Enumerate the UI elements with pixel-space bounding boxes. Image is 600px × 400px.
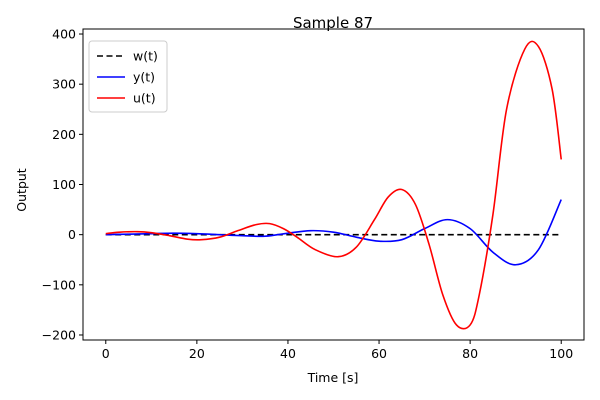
x-tick-label: 100 — [549, 346, 573, 361]
series-layer — [105, 40, 563, 330]
y-tick-label: −100 — [42, 277, 76, 292]
x-tick-label: 40 — [280, 346, 296, 361]
legend: w(t) y(t) u(t) — [88, 40, 168, 113]
x-tick-label: 0 — [102, 346, 110, 361]
y-tick-label: 0 — [68, 227, 76, 242]
y-tick-label: 400 — [52, 27, 76, 42]
y-tick-label: 200 — [52, 127, 76, 142]
x-tick-label: 60 — [371, 346, 387, 361]
y-tick-label: −200 — [42, 327, 76, 342]
legend-label-0: w(t) — [133, 49, 158, 64]
y-axis-label: Output — [14, 168, 29, 212]
series-line-2 — [105, 40, 563, 330]
axis-ticks: 0 20 40 60 80 100 −200 −100 0 100 200 300 400 — [42, 27, 574, 361]
series-line-1 — [105, 199, 562, 266]
legend-label-2: u(t) — [133, 91, 156, 106]
y-tick-label: 100 — [52, 177, 76, 192]
x-axis-label: Time [s] — [307, 370, 359, 385]
x-tick-label: 20 — [189, 346, 205, 361]
y-tick-label: 300 — [52, 77, 76, 92]
x-tick-label: 80 — [462, 346, 478, 361]
legend-box — [88, 40, 168, 113]
legend-label-1: y(t) — [133, 70, 155, 85]
chart-title: Sample 87 — [293, 14, 373, 32]
